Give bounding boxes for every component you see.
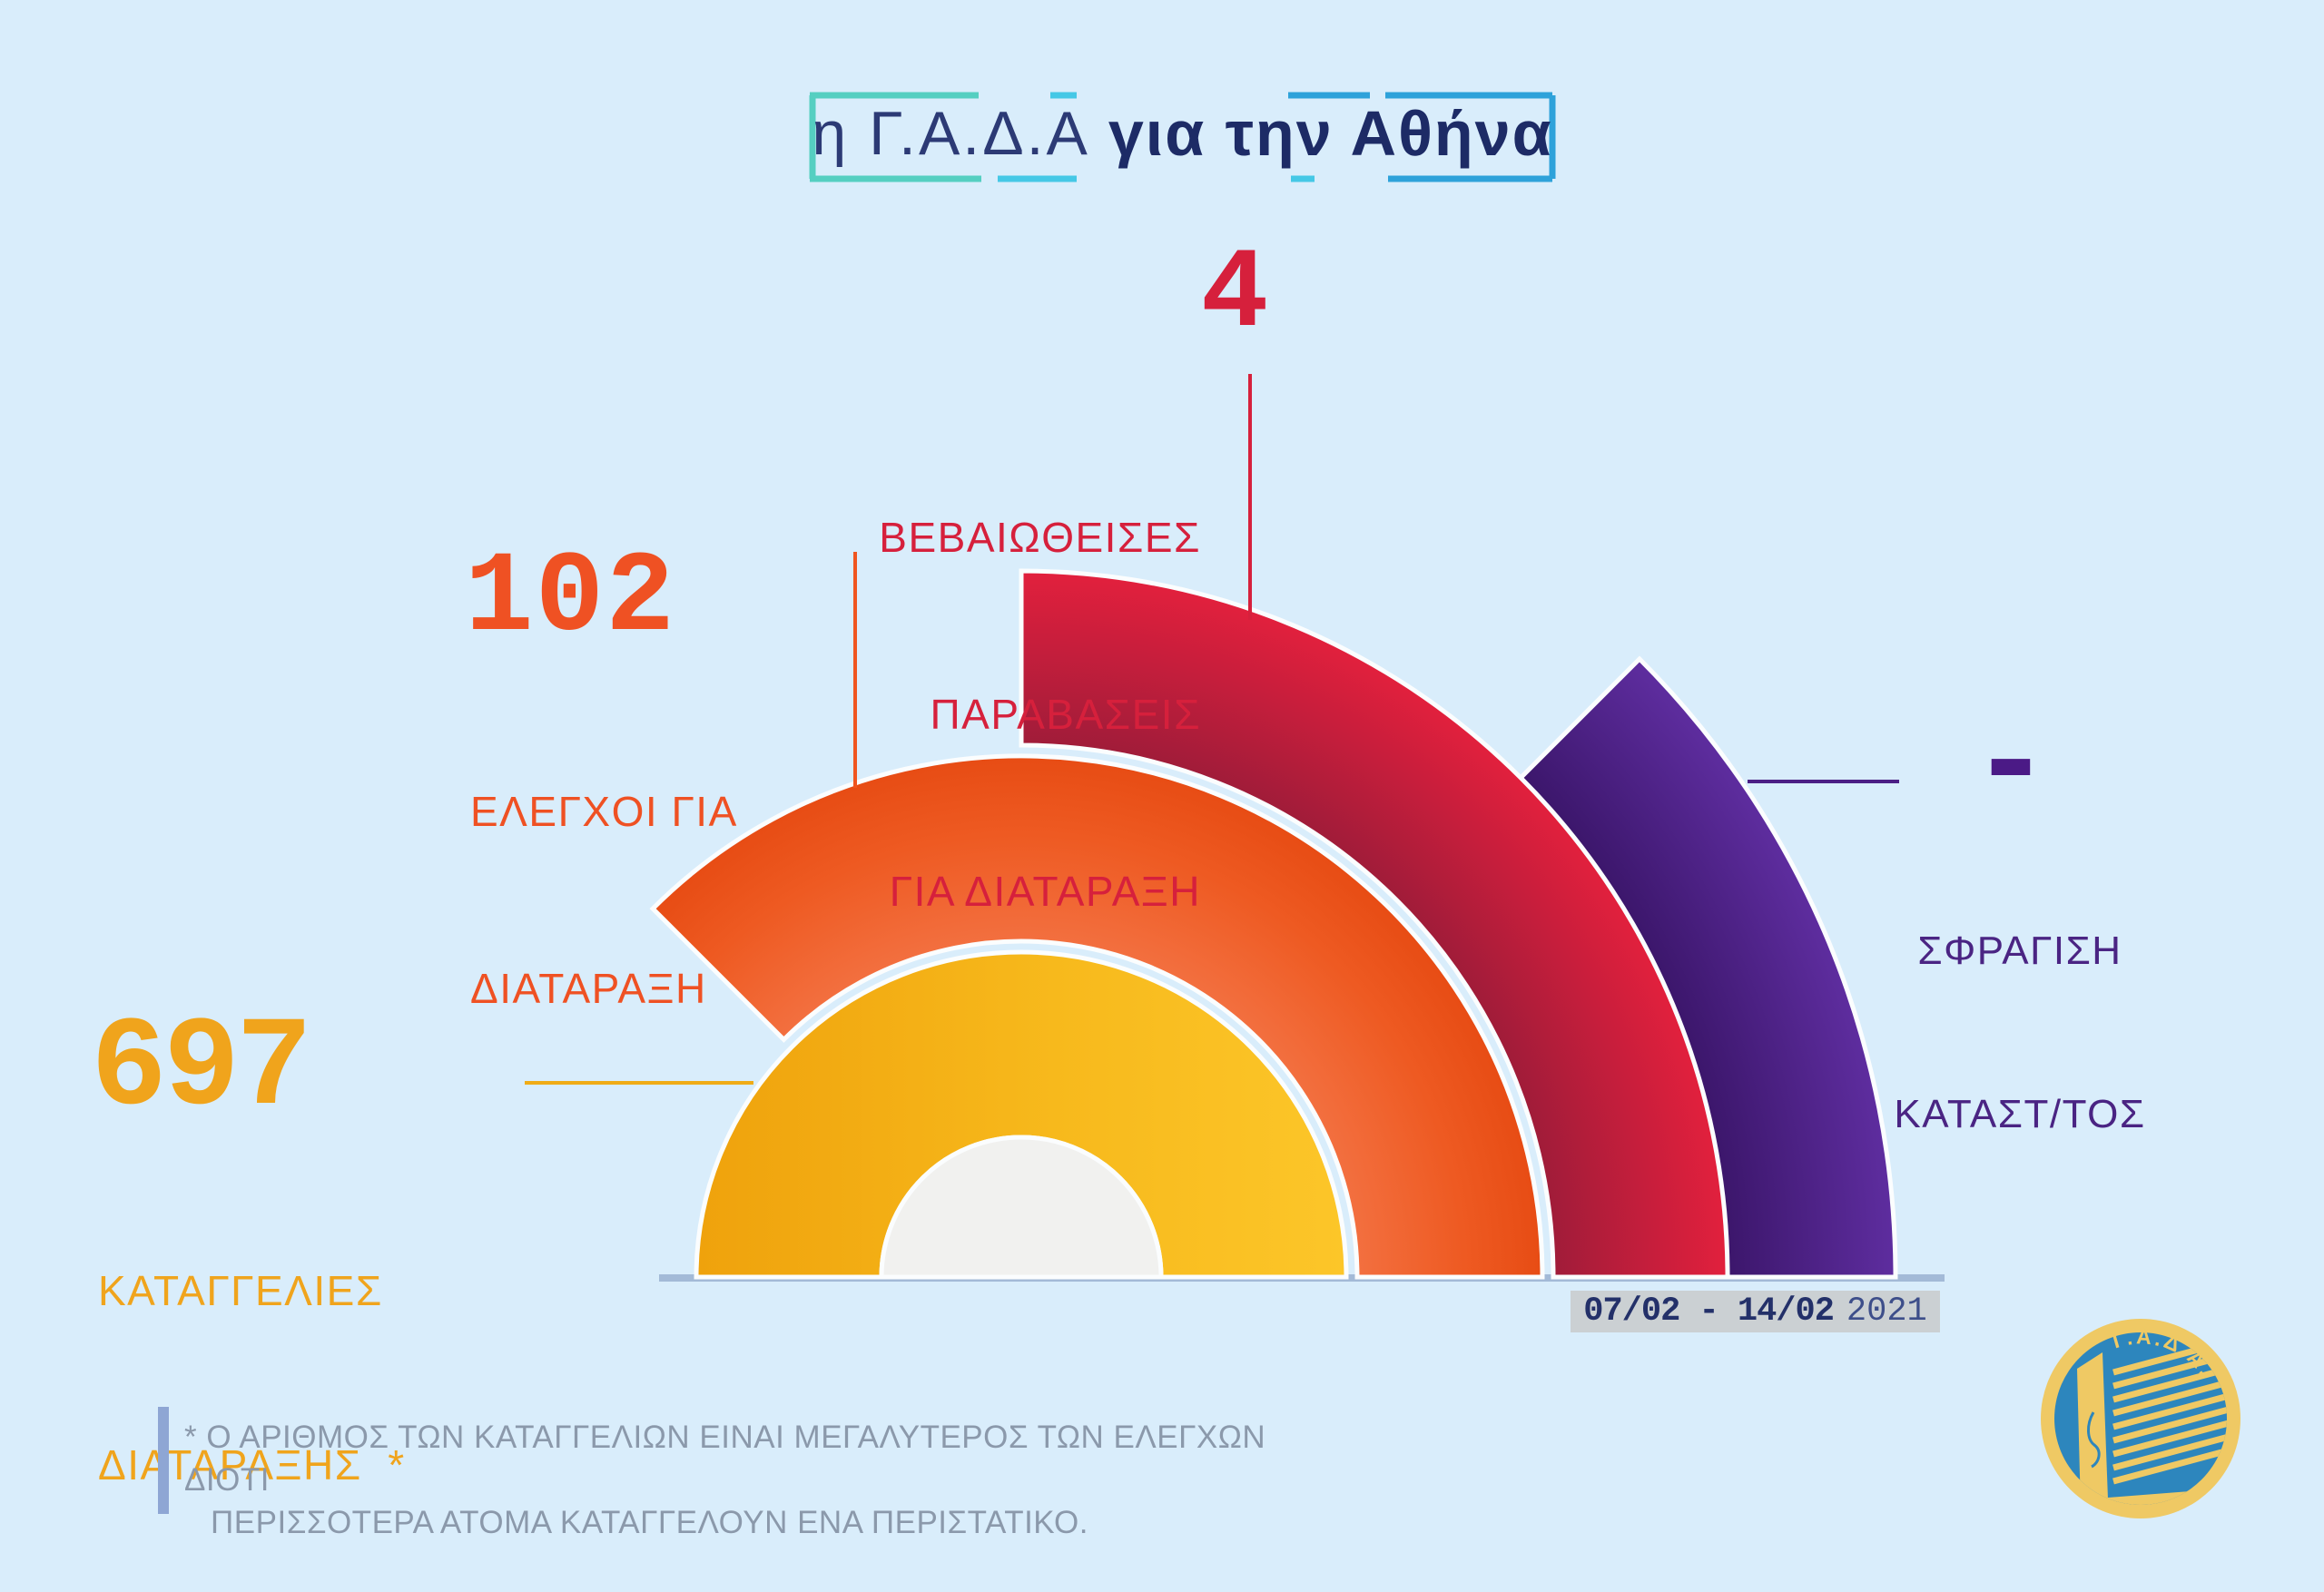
title-frame-left-bracket [809,92,981,182]
complaints-label: ΚΑΤΑΓΓΕΛΙΕΣ ΔΙΑΤΑΡΑΞΗΣ * [98,1145,406,1592]
footnote-line2: ΠΕΡΙΣΣΟΤΕΡΑ ΑΤΟΜΑ ΚΑΤΑΓΓΕΛΟΥΝ ΕΝΑ ΠΕΡΙΣΤ… [211,1505,1089,1540]
complaints-value: 697 [91,997,312,1142]
arc-violations [1019,568,1730,1280]
arc-checks [649,753,1545,1280]
sealings-label-line1: ΣΦΡΑΓΙΣΗ [1917,929,2122,973]
sealings-label: ΣΦΡΑΓΙΣΗ ΚΑΤΑΣΤ/ΤΟΣ [1870,815,2170,1251]
footnote-line1: * Ο ΑΡΙΘΜΟΣ ΤΩΝ ΚΑΤΑΓΓΕΛΙΩΝ ΕΙΝΑΙ ΜΕΓΑΛΥ… [184,1420,1266,1498]
date-range: 07/02 - 14/02 [1583,1292,1835,1331]
title-frame-right-bracket [1288,92,1556,182]
footnote: * Ο ΑΡΙΘΜΟΣ ΤΩΝ ΚΑΤΑΓΓΕΛΙΩΝ ΕΙΝΑΙ ΜΕΓΑΛΥ… [184,1416,1328,1544]
page-title: η Γ.Α.Δ.Α για την Αθήνα [810,86,1555,181]
footnote-bar [158,1407,169,1514]
checks-label: ΕΛΕΓΧΟΙ ΓΙΑ ΔΙΑΤΑΡΑΞΗ [470,664,738,1136]
violations-label-line3: ΓΙΑ ΔΙΑΤΑΡΑΞΗ [889,868,1201,915]
chart-center-hole [879,1135,1164,1280]
violations-label: ΒΕΒΑΙΩΘΕΙΣΕΣ ΠΑΡΑΒΑΣΕΙΣ ΓΙΑ ΔΙΑΤΑΡΑΞΗ [793,390,1201,1039]
complaints-label-line1: ΚΑΤΑΓΓΕΛΙΕΣ [98,1267,383,1314]
violations-value: 4 [1200,231,1269,359]
checks-label-line1: ΕΛΕΓΧΟΙ ΓΙΑ [470,788,738,835]
title-frame-dashes [998,92,1315,182]
complaints-label-line2: ΔΙΑΤΑΡΑΞΗΣ * [98,1441,406,1489]
title-frame [809,92,1556,182]
logo-swirl [2087,1411,2101,1469]
sealings-label-line2: ΚΑΤΑΣΤ/ΤΟΣ [1894,1092,2146,1136]
checks-label-line2: ΔΙΑΤΑΡΑΞΗ [470,965,707,1012]
checks-value: 102 [465,534,676,663]
gada-logo: Γ.Α.Δ.Α. [2041,1319,2240,1518]
violations-label-line2: ΠΑΡΑΒΑΣΕΙΣ [930,691,1201,738]
sealings-value: - [1969,690,2052,844]
date-badge: 07/02 - 14/02 2021 [1571,1291,1940,1332]
date-year: 2021 [1846,1292,1927,1331]
title-prefix: η Γ.Α.Δ.Α [812,99,1090,168]
title-rest: για την Αθήνα [1108,98,1553,169]
violations-label-line1: ΒΕΒΑΙΩΘΕΙΣΕΣ [879,514,1201,561]
